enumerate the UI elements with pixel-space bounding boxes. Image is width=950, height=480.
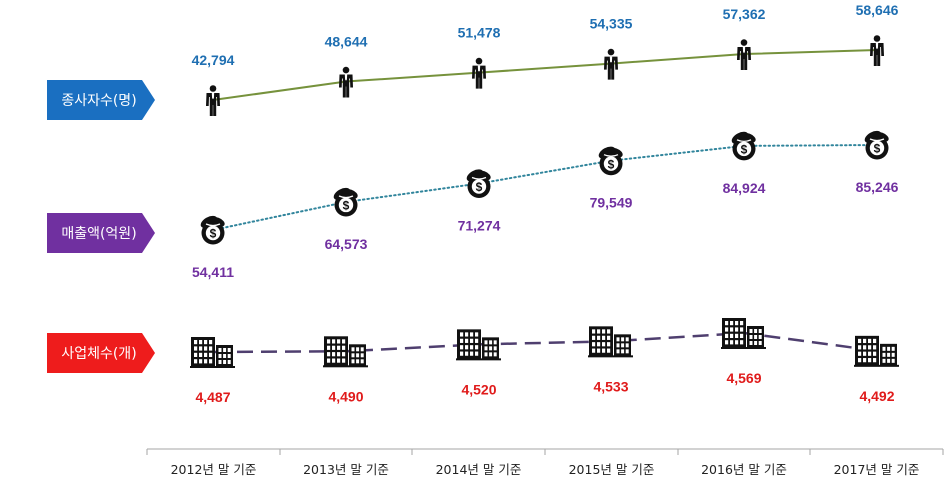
x-axis: 2012년 말 기준 2013년 말 기준 2014년 말 기준 2015년 말 기준…: [146, 448, 944, 477]
data-label-sales: 71,274: [458, 218, 501, 234]
x-tick-label: 2012년 말 기준: [171, 462, 257, 477]
data-label-employees: 48,644: [325, 34, 368, 50]
svg-text:$: $: [343, 199, 350, 213]
x-tick-label: 2013년 말 기준: [303, 462, 389, 477]
series-tag-companies: 사업체수(개): [47, 333, 155, 373]
data-label-employees: 58,646: [856, 2, 899, 18]
data-label-sales: 84,924: [723, 180, 766, 196]
series-tag-label: 종사자수(명): [61, 93, 136, 109]
series-tag-label: 사업체수(개): [61, 346, 136, 362]
x-tick-label: 2016년 말 기준: [701, 462, 787, 477]
building-icon: [190, 337, 235, 368]
svg-text:$: $: [476, 180, 483, 194]
person-icon: [737, 39, 751, 71]
data-label-companies: 4,520: [461, 381, 496, 397]
svg-text:$: $: [210, 227, 217, 241]
data-label-employees: 42,794: [192, 52, 235, 68]
series-line-employees: [212, 49, 878, 101]
building-icon: [721, 318, 766, 349]
data-label-sales: 64,573: [325, 236, 368, 252]
data-label-sales: 85,246: [856, 179, 899, 195]
money-bag-icon: $: [466, 169, 491, 199]
data-label-sales: 79,549: [590, 195, 633, 211]
series-line-companies: [212, 331, 878, 354]
data-label-sales: 54,411: [192, 264, 234, 280]
series-tag-employees: 종사자수(명): [47, 80, 155, 120]
series-tag-label: 매출액(억원): [61, 226, 136, 242]
building-icon: [456, 329, 501, 361]
series-line-sales: [212, 144, 878, 231]
svg-text:$: $: [874, 142, 881, 156]
data-label-companies: 4,487: [195, 389, 230, 405]
person-icon: [206, 85, 220, 116]
data-label-companies: 4,490: [328, 388, 363, 404]
data-label-companies: 4,569: [726, 370, 761, 386]
svg-text:$: $: [608, 157, 615, 171]
svg-text:$: $: [741, 142, 748, 156]
building-icon: [323, 336, 368, 368]
money-bag-icon: $: [598, 146, 623, 176]
building-icon: [854, 335, 899, 367]
data-label-companies: 4,533: [593, 378, 628, 394]
x-tick-label: 2017년 말 기준: [834, 462, 920, 477]
data-label-employees: 51,478: [458, 25, 501, 41]
person-icon: [604, 48, 618, 80]
money-bag-icon: $: [731, 131, 756, 161]
money-bag-icon: $: [333, 187, 358, 217]
data-label-employees: 54,335: [590, 16, 633, 32]
series-tag-sales: 매출액(억원): [47, 213, 155, 253]
person-icon: [339, 66, 353, 98]
money-bag-icon: $: [200, 215, 225, 245]
person-icon: [472, 57, 486, 89]
person-icon: [870, 35, 884, 66]
building-icon: [588, 326, 633, 358]
x-tick-label: 2014년 말 기준: [436, 462, 522, 477]
data-label-companies: 4,492: [859, 388, 894, 404]
data-label-employees: 57,362: [723, 6, 766, 22]
money-bag-icon: $: [864, 130, 889, 160]
x-tick-label: 2015년 말 기준: [569, 462, 655, 477]
